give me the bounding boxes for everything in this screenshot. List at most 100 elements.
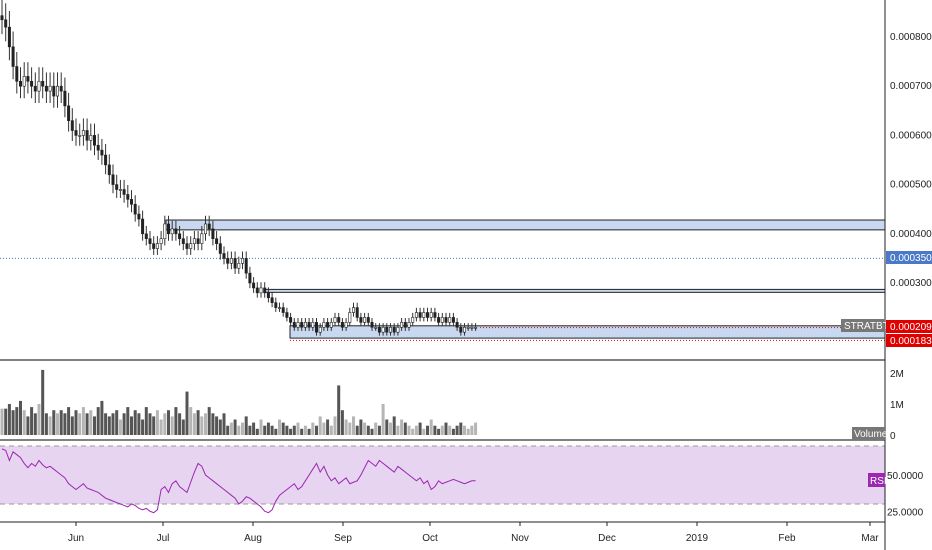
volume-bar	[352, 416, 355, 435]
volume-bar	[170, 416, 174, 435]
candle-body	[329, 322, 333, 328]
candle-body	[470, 326, 474, 329]
volume-bar	[307, 428, 311, 435]
volume-bar	[377, 425, 381, 435]
candle-body	[407, 322, 411, 328]
candle-body	[241, 258, 245, 264]
volume-bar	[241, 422, 244, 435]
volume-bar	[440, 425, 444, 435]
volume-bar	[285, 425, 289, 435]
candle-body	[385, 326, 389, 333]
candle-body	[296, 322, 300, 328]
volume-bar	[26, 416, 30, 435]
volume-bar	[385, 419, 389, 435]
time-tick-label: Aug	[244, 533, 262, 544]
volume-bar	[370, 428, 374, 435]
rsi-label: RSI	[868, 473, 887, 487]
time-tick-label: Oct	[422, 533, 438, 544]
candle-body	[300, 322, 304, 328]
candle-body	[314, 322, 318, 333]
volume-bar	[429, 419, 433, 435]
candle-body	[211, 228, 215, 240]
volume-bar	[463, 425, 466, 435]
candle-body	[429, 312, 433, 318]
volume-bar	[229, 422, 233, 435]
price-tag-label: 0.0002092	[890, 322, 932, 333]
volume-bar	[167, 410, 170, 435]
time-tick-label: 2019	[686, 533, 709, 544]
volume-bar	[7, 404, 11, 435]
candle-body	[277, 307, 281, 309]
candle-body	[81, 130, 85, 136]
volume-bar	[126, 407, 130, 435]
volume-bar	[93, 416, 96, 435]
volume-bar	[396, 425, 400, 435]
candle-body	[74, 130, 78, 136]
candle-body	[355, 307, 359, 318]
candle-body	[33, 85, 37, 92]
volume-bar	[96, 407, 100, 435]
candle-body	[207, 223, 211, 230]
candle-body	[363, 317, 367, 323]
candle-body	[440, 317, 444, 323]
volume-bar	[255, 428, 259, 435]
volume-bar	[189, 407, 193, 435]
time-axis[interactable]: Jun Jul Aug Sep Oct Nov Dec 2019 Feb Mar	[68, 522, 879, 544]
candle-body	[141, 218, 145, 235]
candle-body	[418, 312, 422, 318]
rsi-tick-label: 50.0000	[887, 471, 924, 482]
volume-bar	[118, 419, 122, 435]
candle-body	[307, 322, 311, 328]
volume-bar	[466, 428, 470, 435]
volume-bar	[344, 419, 348, 435]
candle-body	[70, 120, 74, 131]
candle-body	[381, 326, 385, 333]
candle-body	[222, 253, 226, 259]
volume-bar	[22, 410, 26, 435]
candle-body	[270, 297, 274, 303]
candle-body	[444, 317, 448, 323]
candle-body	[459, 326, 463, 333]
time-tick-label: Sep	[334, 533, 352, 544]
candle-body	[189, 243, 193, 249]
rsi-label-text: RSI	[870, 476, 887, 487]
candle-body	[115, 184, 119, 190]
volume-bar	[451, 428, 455, 435]
candle-body	[462, 326, 466, 333]
candle-body	[474, 326, 478, 329]
candle-body	[255, 287, 259, 294]
volume-bar	[30, 407, 34, 435]
volume-bar	[67, 407, 71, 435]
rsi-axis: 50.0000 25.0000	[887, 471, 924, 518]
volume-bar	[211, 413, 215, 435]
volume-bar	[359, 419, 363, 435]
candle-body	[263, 287, 267, 294]
volume-bar	[470, 425, 474, 435]
volume-bar	[155, 410, 159, 435]
candle-body	[107, 164, 111, 176]
volume-axis: 2M 1M 0	[890, 369, 904, 442]
candle-body	[30, 80, 34, 87]
candle-body	[18, 80, 22, 87]
candle-body	[451, 317, 455, 323]
candle-body	[78, 135, 82, 137]
candle-body	[167, 223, 171, 235]
price-tag-low: 0.0001833	[886, 334, 932, 347]
volume-bar	[192, 413, 196, 435]
volume-bar	[0, 408, 4, 435]
volume-bar	[144, 407, 148, 435]
volume-bar	[226, 425, 230, 435]
candle-body	[226, 258, 230, 264]
candle-body	[0, 15, 4, 21]
candle-body	[96, 144, 100, 151]
candle-body	[55, 85, 59, 97]
candle-body	[200, 233, 204, 244]
volume-bar	[115, 410, 119, 435]
candle-body	[400, 322, 404, 328]
price-tick-label: 0.0003000	[890, 278, 932, 289]
volume-bar	[181, 419, 185, 435]
volume-bar	[303, 425, 307, 435]
volume-bar	[174, 407, 178, 435]
time-tick-label: Jul	[157, 533, 170, 544]
